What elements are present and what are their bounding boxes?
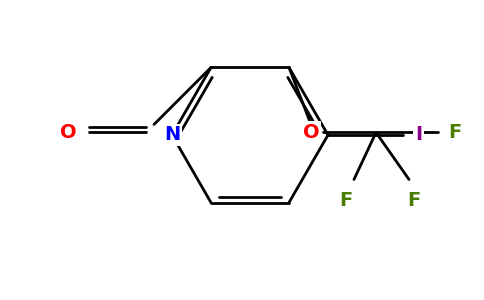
Text: F: F <box>339 191 353 211</box>
Text: O: O <box>302 123 319 142</box>
Text: O: O <box>60 123 77 142</box>
Text: F: F <box>408 191 421 211</box>
Text: N: N <box>164 125 180 145</box>
Text: F: F <box>448 123 461 142</box>
Text: I: I <box>415 125 422 145</box>
